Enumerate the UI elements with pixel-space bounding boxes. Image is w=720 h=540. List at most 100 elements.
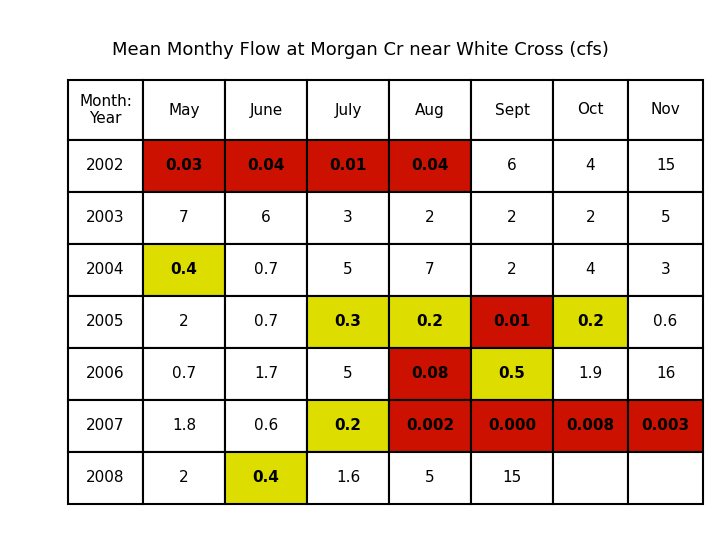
Bar — [307, 296, 389, 348]
Bar — [68, 400, 143, 452]
Bar — [389, 192, 471, 244]
Text: 6: 6 — [507, 159, 517, 173]
Bar — [68, 348, 143, 400]
Text: 0.6: 0.6 — [254, 418, 278, 434]
Bar — [553, 296, 628, 348]
Text: June: June — [249, 103, 283, 118]
Text: Aug: Aug — [415, 103, 445, 118]
Text: Nov: Nov — [651, 103, 680, 118]
Text: 1.8: 1.8 — [172, 418, 196, 434]
Bar — [143, 296, 225, 348]
Bar — [553, 192, 628, 244]
Bar — [553, 348, 628, 400]
Text: 2002: 2002 — [86, 159, 125, 173]
Bar — [628, 452, 703, 504]
Bar — [143, 348, 225, 400]
Text: 5: 5 — [426, 470, 435, 485]
Bar — [628, 192, 703, 244]
Bar — [471, 244, 553, 296]
Text: 0.08: 0.08 — [411, 367, 449, 381]
Text: 0.04: 0.04 — [247, 159, 284, 173]
Bar — [68, 296, 143, 348]
Text: 4: 4 — [585, 159, 595, 173]
Bar — [389, 452, 471, 504]
Bar — [68, 452, 143, 504]
Text: 2003: 2003 — [86, 211, 125, 226]
Text: 0.7: 0.7 — [172, 367, 196, 381]
Text: 1.9: 1.9 — [578, 367, 603, 381]
Bar — [225, 80, 307, 140]
Text: 7: 7 — [179, 211, 189, 226]
Bar — [143, 80, 225, 140]
Bar — [307, 400, 389, 452]
Text: Mean Monthy Flow at Morgan Cr near White Cross (cfs): Mean Monthy Flow at Morgan Cr near White… — [112, 41, 608, 59]
Text: 3: 3 — [661, 262, 670, 278]
Text: 0.6: 0.6 — [653, 314, 678, 329]
Bar — [307, 244, 389, 296]
Text: 2004: 2004 — [86, 262, 125, 278]
Bar — [143, 140, 225, 192]
Bar — [225, 140, 307, 192]
Bar — [553, 244, 628, 296]
Text: 0.003: 0.003 — [642, 418, 690, 434]
Text: 0.7: 0.7 — [254, 262, 278, 278]
Text: 2005: 2005 — [86, 314, 125, 329]
Bar — [628, 296, 703, 348]
Bar — [628, 400, 703, 452]
Text: 0.5: 0.5 — [498, 367, 526, 381]
Bar — [225, 400, 307, 452]
Bar — [471, 348, 553, 400]
Bar — [143, 244, 225, 296]
Text: 0.2: 0.2 — [577, 314, 604, 329]
Text: 2: 2 — [507, 211, 517, 226]
Text: 2006: 2006 — [86, 367, 125, 381]
Text: 0.008: 0.008 — [567, 418, 615, 434]
Text: 0.2: 0.2 — [416, 314, 444, 329]
Bar — [389, 244, 471, 296]
Bar — [471, 140, 553, 192]
Text: Month:
Year: Month: Year — [79, 94, 132, 126]
Bar — [143, 192, 225, 244]
Bar — [225, 244, 307, 296]
Text: 2: 2 — [426, 211, 435, 226]
Bar — [553, 452, 628, 504]
Text: 4: 4 — [585, 262, 595, 278]
Text: July: July — [334, 103, 361, 118]
Text: 0.000: 0.000 — [488, 418, 536, 434]
Text: 15: 15 — [503, 470, 521, 485]
Bar — [389, 348, 471, 400]
Text: 0.01: 0.01 — [329, 159, 366, 173]
Bar — [225, 348, 307, 400]
Text: 0.4: 0.4 — [171, 262, 197, 278]
Text: 2: 2 — [507, 262, 517, 278]
Text: 0.2: 0.2 — [335, 418, 361, 434]
Bar — [628, 140, 703, 192]
Text: Oct: Oct — [577, 103, 604, 118]
Text: 15: 15 — [656, 159, 675, 173]
Bar — [389, 140, 471, 192]
Text: 2: 2 — [179, 470, 189, 485]
Bar — [225, 452, 307, 504]
Bar — [628, 80, 703, 140]
Bar — [307, 452, 389, 504]
Text: Sept: Sept — [495, 103, 529, 118]
Bar — [628, 244, 703, 296]
Text: 0.3: 0.3 — [335, 314, 361, 329]
Text: 7: 7 — [426, 262, 435, 278]
Text: 0.4: 0.4 — [253, 470, 279, 485]
Bar — [143, 452, 225, 504]
Text: 0.002: 0.002 — [406, 418, 454, 434]
Bar — [68, 192, 143, 244]
Bar — [143, 400, 225, 452]
Bar — [68, 244, 143, 296]
Bar — [225, 296, 307, 348]
Text: 2: 2 — [179, 314, 189, 329]
Text: 2008: 2008 — [86, 470, 125, 485]
Bar — [307, 80, 389, 140]
Bar — [68, 140, 143, 192]
Text: 0.01: 0.01 — [493, 314, 531, 329]
Bar — [471, 80, 553, 140]
Text: 3: 3 — [343, 211, 353, 226]
Bar — [307, 140, 389, 192]
Bar — [553, 400, 628, 452]
